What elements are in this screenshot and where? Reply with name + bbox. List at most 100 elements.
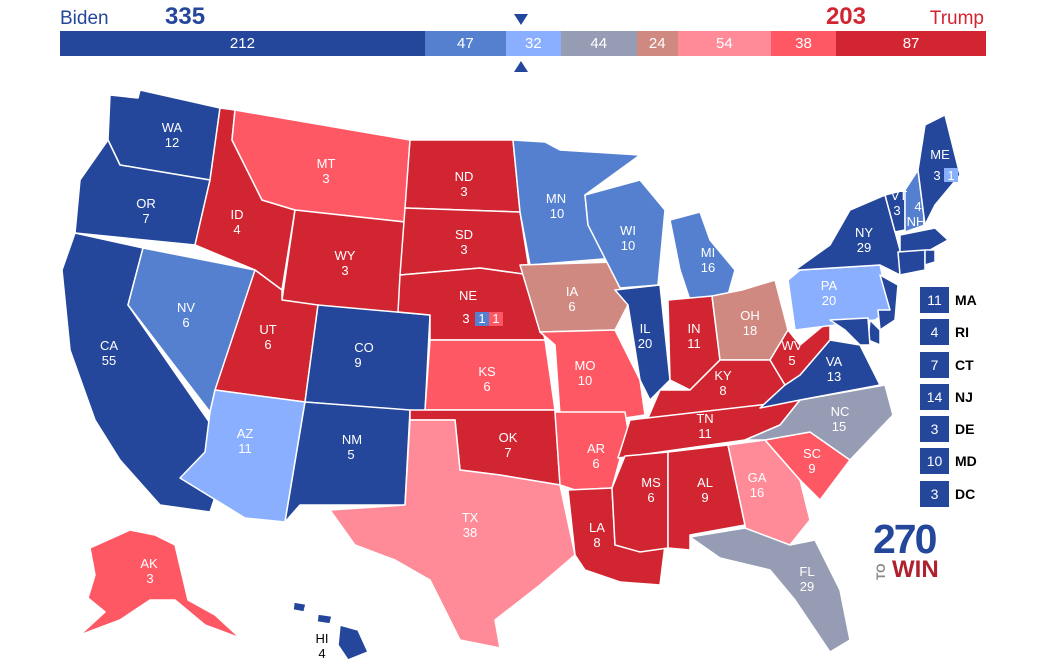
small-state-ev-box[interactable]: 14 xyxy=(920,383,949,410)
small-state-ev-box[interactable]: 10 xyxy=(920,448,949,475)
small-state-abbr: MA xyxy=(955,292,977,308)
state-ct[interactable] xyxy=(897,249,926,276)
ne-district-2-box[interactable] xyxy=(489,312,503,326)
small-state-ev-box[interactable]: 4 xyxy=(920,319,949,346)
small-state-md[interactable]: 10 MD xyxy=(920,448,977,475)
state-md[interactable] xyxy=(829,317,871,346)
state-ma[interactable] xyxy=(899,227,949,253)
label-ia-abbr: IA xyxy=(566,284,579,299)
label-ut-abbr: UT xyxy=(259,322,276,337)
state-nm[interactable] xyxy=(284,401,411,523)
small-state-ev-box[interactable]: 3 xyxy=(920,480,949,507)
bar-segment-lean-rep[interactable]: 54 xyxy=(677,31,771,56)
bar-segment-lean-dem[interactable]: 32 xyxy=(505,31,561,56)
label-fl-ev: 29 xyxy=(800,579,814,594)
small-states-legend: 11 MA 4 RI 7 CT 14 NJ 3 DE 10 MD 3 DC xyxy=(920,287,977,513)
label-nd-abbr: ND xyxy=(455,169,474,184)
label-mo-ev: 10 xyxy=(578,373,592,388)
label-me-ev: 3 xyxy=(933,168,940,183)
label-hi-abbr: HI xyxy=(316,631,329,646)
small-state-ev-box[interactable]: 7 xyxy=(920,351,949,378)
label-sd-abbr: SD xyxy=(455,227,473,242)
label-wa-ev: 12 xyxy=(165,135,179,150)
label-tx-abbr: TX xyxy=(462,510,479,525)
label-az-abbr: AZ xyxy=(237,426,254,441)
270-marker-bottom-icon xyxy=(514,61,528,72)
small-state-dc[interactable]: 3 DC xyxy=(920,480,977,507)
label-nv-ev: 6 xyxy=(182,315,189,330)
label-oh-abbr: OH xyxy=(740,308,760,323)
label-co-abbr: CO xyxy=(354,340,374,355)
state-hi[interactable] xyxy=(337,624,369,661)
state-ak[interactable] xyxy=(79,529,241,639)
state-tx[interactable] xyxy=(329,419,576,649)
state-ms[interactable] xyxy=(611,451,669,553)
label-il-abbr: IL xyxy=(640,321,651,336)
state-hi-isl-2[interactable] xyxy=(316,613,333,625)
small-state-de[interactable]: 3 DE xyxy=(920,416,977,443)
bar-segment-likely-rep[interactable]: 38 xyxy=(770,31,837,56)
label-al-abbr: AL xyxy=(697,475,713,490)
small-state-nj[interactable]: 14 NJ xyxy=(920,383,977,410)
label-wy-ev: 3 xyxy=(341,263,348,278)
state-fl[interactable] xyxy=(689,527,851,653)
state-ri[interactable] xyxy=(924,249,936,266)
label-pa-abbr: PA xyxy=(821,278,838,293)
label-ok-ev: 7 xyxy=(504,445,511,460)
label-nv-abbr: NV xyxy=(177,300,195,315)
state-ny[interactable] xyxy=(794,194,901,276)
label-nd-ev: 3 xyxy=(460,184,467,199)
state-wv[interactable] xyxy=(769,319,831,386)
label-id-ev: 4 xyxy=(233,222,240,237)
label-ak-ev: 3 xyxy=(146,571,153,586)
label-me-d2: 1 xyxy=(947,168,954,183)
label-nm-ev: 5 xyxy=(347,447,354,462)
state-mi[interactable] xyxy=(669,211,736,301)
label-vt-abbr: VT xyxy=(891,188,908,203)
label-nc-abbr: NC xyxy=(831,404,850,419)
label-me-abbr: ME xyxy=(930,147,950,162)
bar-segment-likely-dem[interactable]: 47 xyxy=(424,31,506,56)
small-state-abbr: DC xyxy=(955,485,976,502)
label-nh-abbr: NH xyxy=(907,214,926,229)
small-state-ev-box[interactable]: 11 xyxy=(920,287,949,313)
label-ms-ev: 6 xyxy=(647,490,654,505)
bar-segment-tossup[interactable]: 44 xyxy=(560,31,637,56)
small-state-ma[interactable]: 11 MA xyxy=(920,287,977,313)
bar-segment-safe-rep[interactable]: 87 xyxy=(836,31,986,56)
state-me[interactable] xyxy=(917,114,961,226)
270-marker-top-icon xyxy=(514,14,528,25)
label-ar-abbr: AR xyxy=(587,441,605,456)
bar-segment-tilt-rep[interactable]: 24 xyxy=(636,31,678,56)
label-sc-ev: 9 xyxy=(808,461,815,476)
label-tx-ev: 38 xyxy=(463,525,477,540)
label-oh-ev: 18 xyxy=(743,323,757,338)
state-il[interactable] xyxy=(614,284,671,401)
small-state-ct[interactable]: 7 CT xyxy=(920,351,977,378)
label-sc-abbr: SC xyxy=(803,446,821,461)
bar-segment-safe-dem[interactable]: 212 xyxy=(60,31,425,56)
state-ia[interactable] xyxy=(519,261,629,333)
label-ks-abbr: KS xyxy=(478,364,496,379)
me-district-2-box[interactable] xyxy=(944,168,958,182)
label-nh-ev: 4 xyxy=(914,199,921,214)
270towin-logo[interactable]: 270 TO WIN xyxy=(872,516,944,584)
small-state-ri[interactable]: 4 RI xyxy=(920,319,977,346)
label-il-ev: 20 xyxy=(638,336,652,351)
label-va-abbr: VA xyxy=(826,354,843,369)
label-ne-d1: 1 xyxy=(478,311,485,326)
state-co[interactable] xyxy=(304,304,431,413)
state-hi-isl-1[interactable] xyxy=(292,601,307,613)
label-ny-ev: 29 xyxy=(857,240,871,255)
label-ia-ev: 6 xyxy=(568,299,575,314)
label-nc-ev: 15 xyxy=(832,419,846,434)
label-ky-ev: 8 xyxy=(719,383,726,398)
label-hi-ev: 4 xyxy=(318,646,325,661)
state-mo[interactable] xyxy=(539,329,646,419)
label-ok-abbr: OK xyxy=(499,430,518,445)
small-state-ev-box[interactable]: 3 xyxy=(920,416,949,443)
label-mo-abbr: MO xyxy=(575,358,596,373)
label-mn-ev: 10 xyxy=(550,206,564,221)
ne-district-1-box[interactable] xyxy=(475,312,489,326)
state-nc[interactable] xyxy=(744,384,894,461)
